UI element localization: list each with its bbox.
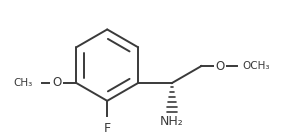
Text: OCH₃: OCH₃ — [242, 61, 270, 71]
Text: NH₂: NH₂ — [160, 115, 184, 128]
Text: O: O — [215, 60, 225, 72]
Text: F: F — [104, 122, 111, 135]
Text: O: O — [52, 77, 61, 90]
Text: CH₃: CH₃ — [14, 78, 33, 88]
